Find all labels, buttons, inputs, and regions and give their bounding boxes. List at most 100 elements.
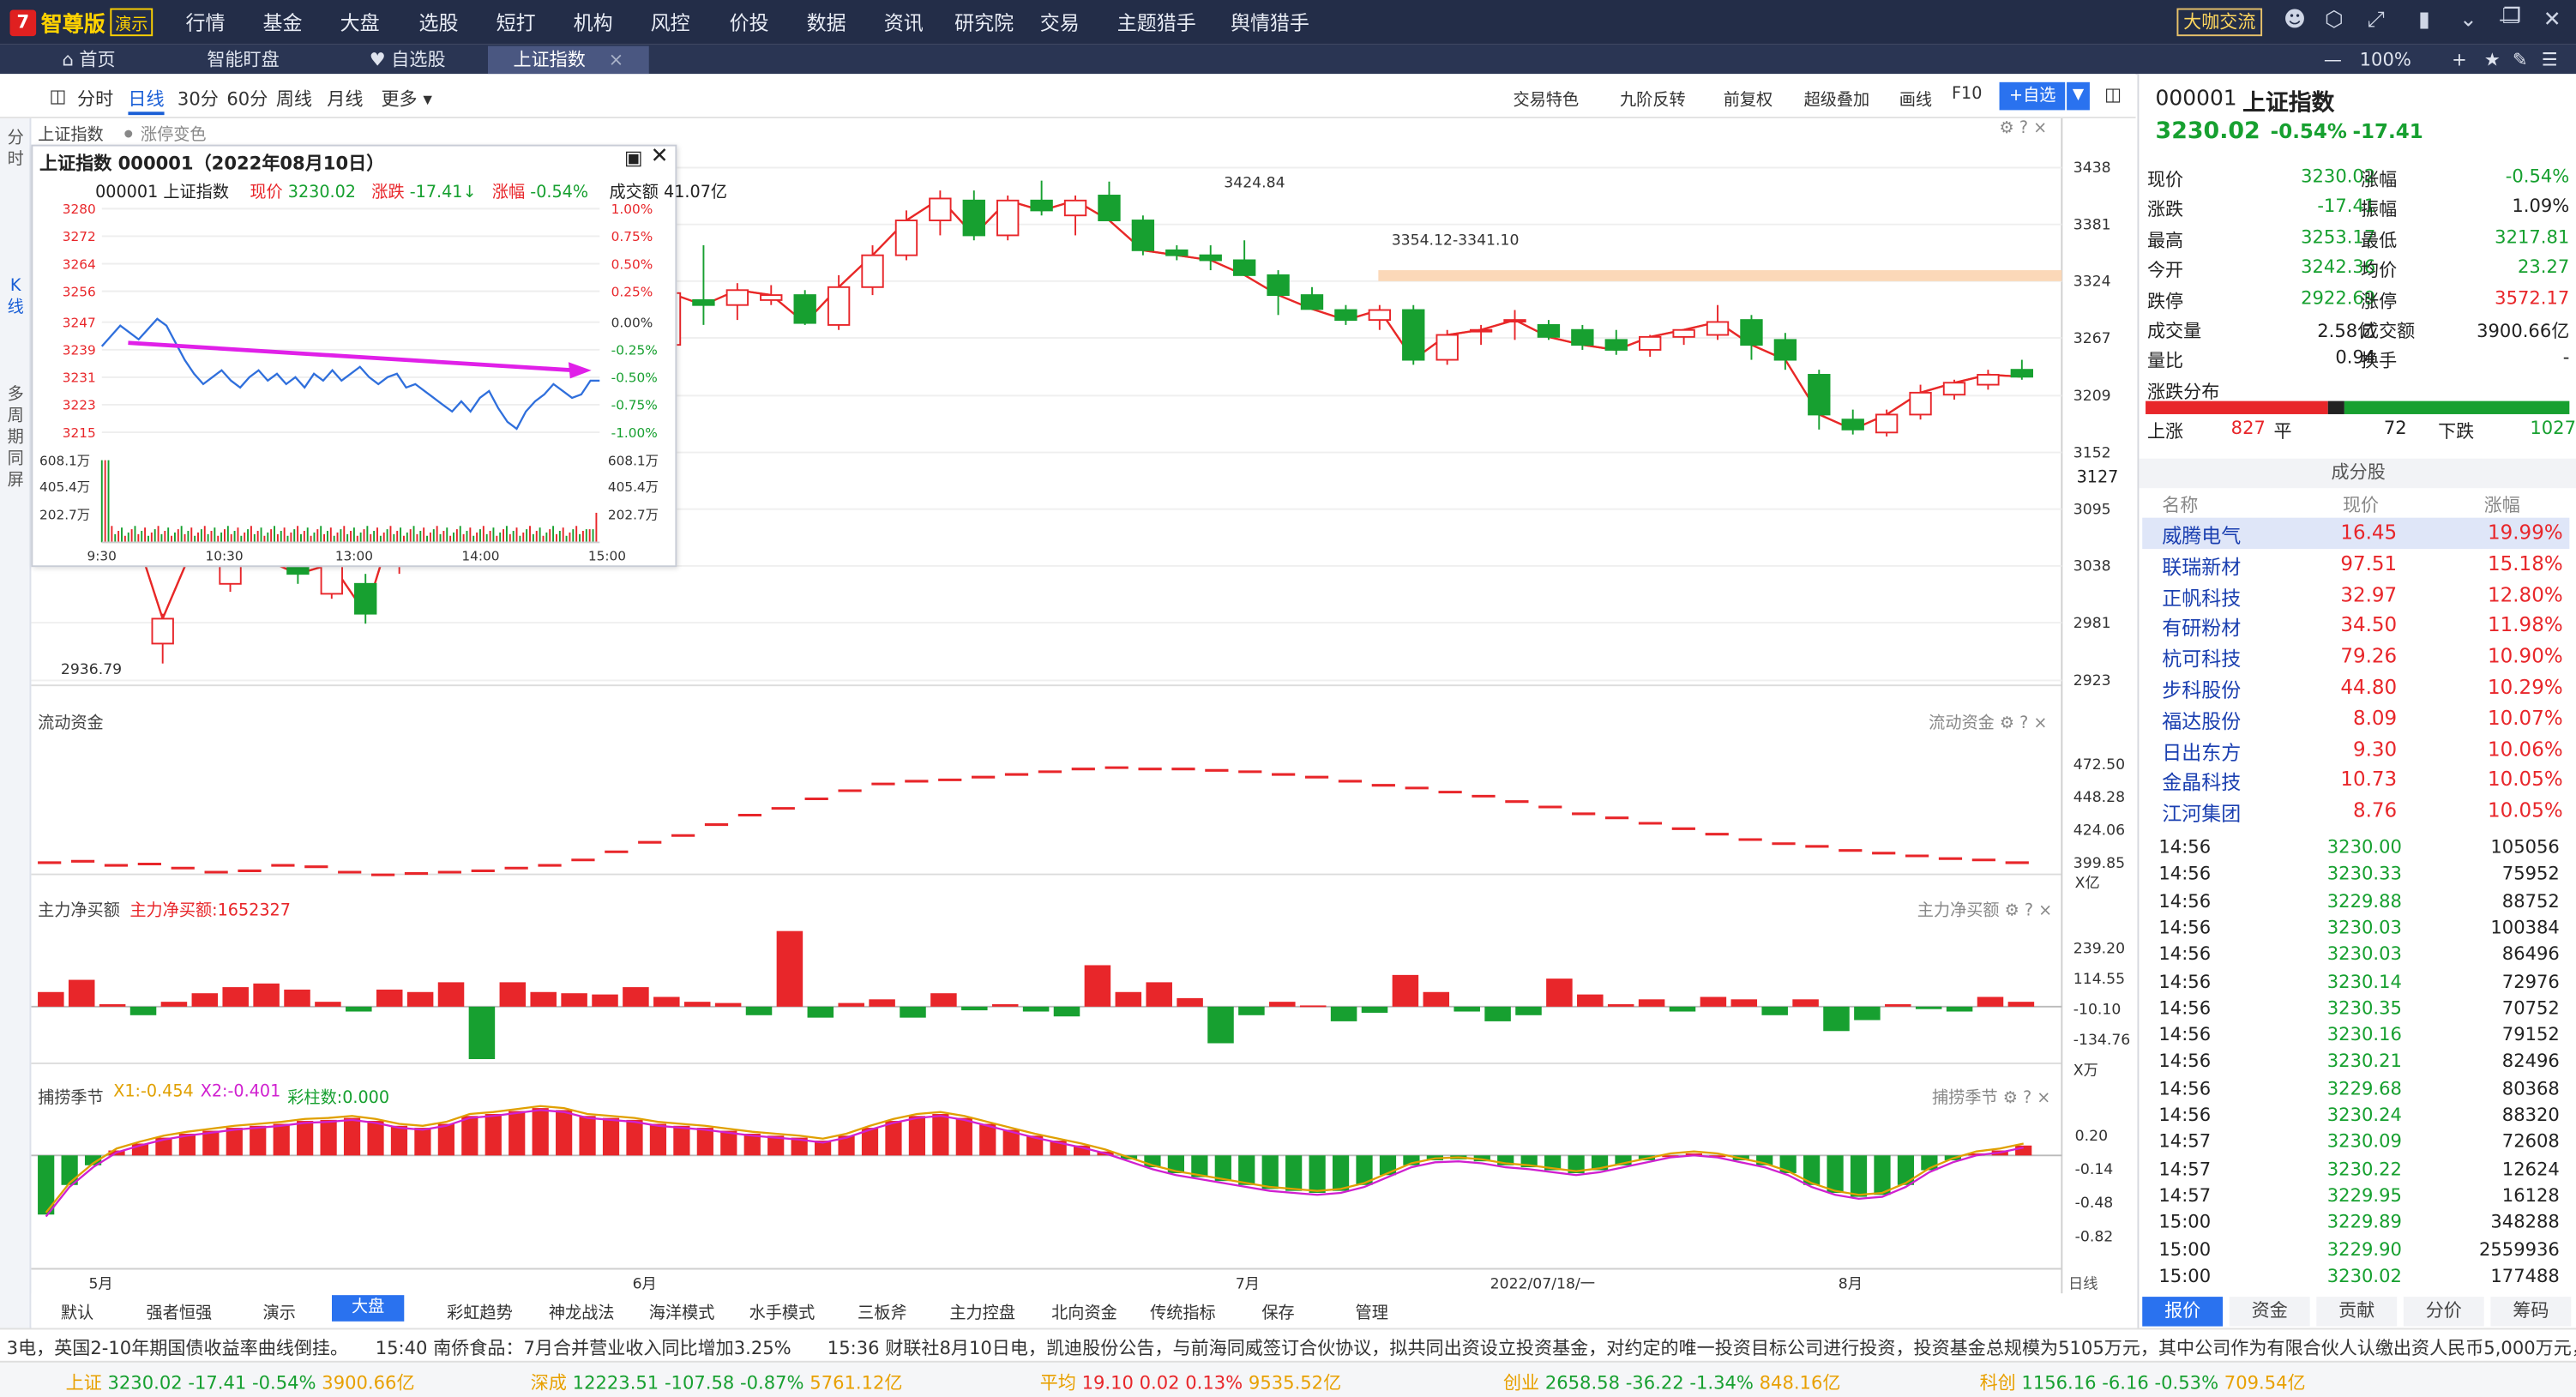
period-daily[interactable]: 日线 xyxy=(128,86,165,116)
add-favorite-button[interactable]: +自选 xyxy=(1999,81,2066,111)
status-index[interactable]: 深成 12223.51 -107.58 -0.87% 5761.12亿 xyxy=(531,1369,903,1395)
expert-exchange-button[interactable]: 大咖交流 xyxy=(2176,8,2263,37)
zoom-out-icon[interactable]: — xyxy=(2323,49,2343,71)
super-overlay-menu[interactable]: 超级叠加 xyxy=(1803,92,1870,111)
component-row[interactable]: 正帆科技 32.97 12.80% xyxy=(2142,580,2569,611)
rtab-chips[interactable]: 筹码 xyxy=(2490,1297,2572,1327)
pen-icon[interactable]: ✎ xyxy=(2513,49,2528,71)
indicator-tab-ocean[interactable]: 海洋模式 xyxy=(648,1304,715,1323)
indicator-tab-market[interactable]: 大盘 xyxy=(331,1295,405,1322)
component-row[interactable]: 江河集团 8.76 10.05% xyxy=(2142,796,2569,827)
period-more[interactable]: 更多 ▾ xyxy=(381,86,431,112)
skin-icon[interactable]: ▮ xyxy=(2418,8,2430,33)
tab-shanghai-index[interactable]: 上证指数 × xyxy=(487,45,649,75)
status-index[interactable]: 科创 1156.16 -6.16 -0.53% 709.54亿 xyxy=(1980,1369,2306,1395)
menu-item-研究院[interactable]: 研究院 xyxy=(954,11,1014,35)
indicator-tab-traditional[interactable]: 传统指标 xyxy=(1150,1304,1216,1323)
forward-adjust-menu[interactable]: 前复权 xyxy=(1723,92,1773,111)
indicator-tab-northbound[interactable]: 北向资金 xyxy=(1051,1304,1117,1323)
period-monthly[interactable]: 月线 xyxy=(327,88,364,111)
indicator-tab-control[interactable]: 主力控盘 xyxy=(949,1304,1015,1323)
shrink-icon[interactable]: ⤢ xyxy=(2367,8,2385,33)
menu-item-风控[interactable]: 风控 xyxy=(650,11,690,35)
news-ticker[interactable]: 3电，英国2-10年期国债收益率曲线倒挂。 15:40 南侨食品：7月合并营业收… xyxy=(0,1328,2576,1361)
menu-item-机构[interactable]: 机构 xyxy=(573,11,613,35)
indicator-tab-manage[interactable]: 管理 xyxy=(1355,1304,1388,1323)
sidebar-toggle-icon[interactable]: ◫ xyxy=(49,85,67,107)
intraday-popup[interactable]: 上证指数 000001（2022年08月10日） ▣ ✕ 000001 上证指数… xyxy=(31,144,727,568)
component-row[interactable]: 杭可科技 79.26 10.90% xyxy=(2142,641,2569,672)
indicator-tab-sailor[interactable]: 水手模式 xyxy=(749,1304,816,1323)
tick-row: 14:56 3230.35 70752 xyxy=(2139,996,2576,1022)
season-controls[interactable]: 捕捞季节 ⚙ ? × xyxy=(1932,1089,2051,1108)
menu-item-交易[interactable]: 交易 xyxy=(1039,11,1080,35)
component-row[interactable]: 有研粉材 34.50 11.98% xyxy=(2142,611,2569,641)
trading-feature-menu[interactable]: 交易特色 xyxy=(1513,92,1580,111)
component-row[interactable]: 威腾电气 16.45 19.99% xyxy=(2142,517,2570,549)
indicator-tab-strong[interactable]: 强者恒强 xyxy=(146,1304,213,1323)
menu-icon[interactable]: ☰ xyxy=(2541,49,2558,71)
indicator-tab-save[interactable]: 保存 xyxy=(1261,1304,1295,1323)
component-row[interactable]: 步科股份 44.80 10.29% xyxy=(2142,672,2569,703)
user-icon[interactable]: ☻ xyxy=(2283,8,2306,33)
popup-close-icon[interactable]: ✕ xyxy=(650,144,669,170)
limit-color-toggle[interactable]: ⚫ 涨停变色 xyxy=(122,120,207,145)
mainflow-bar xyxy=(499,982,527,1007)
menu-item-价投[interactable]: 价投 xyxy=(729,11,769,35)
nine-reversal-toggle[interactable]: 九阶反转 xyxy=(1619,92,1686,111)
period-weekly[interactable]: 周线 xyxy=(275,88,313,111)
rtab-funds[interactable]: 资金 xyxy=(2229,1297,2310,1327)
menu-item-大盘[interactable]: 大盘 xyxy=(340,11,380,35)
indicator-tab-demo[interactable]: 演示 xyxy=(262,1304,296,1323)
tab-smart-watch[interactable]: 智能盯盘 xyxy=(194,46,292,75)
indicator-tab-rainbow[interactable]: 彩虹趋势 xyxy=(447,1304,513,1323)
popup-minimize-icon[interactable]: ▣ xyxy=(624,146,643,170)
rtab-price-dist[interactable]: 分价 xyxy=(2403,1297,2484,1327)
star-icon[interactable]: ★ xyxy=(2483,49,2501,71)
component-row[interactable]: 福达股份 8.09 10.07% xyxy=(2142,703,2569,734)
nav-intraday[interactable]: 分时 xyxy=(7,129,24,170)
add-favorite-dropdown-icon[interactable]: ▼ xyxy=(2067,81,2090,111)
component-row[interactable]: 金晶科技 10.73 10.05% xyxy=(2142,765,2569,796)
flow-controls[interactable]: 流动资金 ⚙ ? × xyxy=(1929,714,2048,733)
chart-canvas[interactable]: 3438 3381 3324 3267 3209 3152 3095 3038 2981 2923… xyxy=(31,117,2136,1331)
minimize-icon[interactable]: — xyxy=(2498,8,2520,33)
f10-button[interactable]: F10 xyxy=(1951,85,1983,104)
indicator-tab-default[interactable]: 默认 xyxy=(60,1304,94,1323)
period-60min[interactable]: 60分 xyxy=(226,88,268,111)
chevron-down-icon[interactable]: ⌄ xyxy=(2459,8,2477,33)
status-index[interactable]: 平均 19.10 0.02 0.13% 9535.52亿 xyxy=(1040,1369,1341,1395)
tab-close-icon[interactable]: × xyxy=(608,49,624,71)
tab-home[interactable]: ⌂ 首页 xyxy=(49,46,128,75)
component-row[interactable]: 联瑞新材 97.51 15.18% xyxy=(2142,549,2569,580)
rtab-quote[interactable]: 报价 xyxy=(2142,1297,2224,1327)
nav-kline[interactable]: K线 xyxy=(7,277,24,317)
menu-item-基金[interactable]: 基金 xyxy=(262,11,303,35)
menu-item-主题猎手[interactable]: 主题猎手 xyxy=(1116,11,1196,35)
zoom-in-icon[interactable]: + xyxy=(2452,49,2467,71)
mainflow-controls[interactable]: 主力净买额 ⚙ ? × xyxy=(1917,902,2053,921)
indicator-tab-dragon[interactable]: 神龙战法 xyxy=(548,1304,615,1323)
menu-item-数据[interactable]: 数据 xyxy=(806,11,846,35)
nav-multi-period[interactable]: 多周期同屏 xyxy=(7,386,24,491)
tab-favorites[interactable]: ♥ 自选股 xyxy=(358,46,457,75)
hexagon-settings-icon[interactable]: ⬡ xyxy=(2324,8,2344,33)
rtab-contribution[interactable]: 贡献 xyxy=(2316,1297,2398,1327)
menu-item-资讯[interactable]: 资讯 xyxy=(883,11,924,35)
season-bar xyxy=(1850,1155,1868,1197)
status-index[interactable]: 上证 3230.02 -17.41 -0.54% 3900.66亿 xyxy=(66,1369,415,1395)
period-30min[interactable]: 30分 xyxy=(177,88,219,111)
period-intraday[interactable]: 分时 xyxy=(77,88,114,111)
close-icon[interactable]: ✕ xyxy=(2543,8,2561,33)
draw-line-button[interactable]: 画线 xyxy=(1899,92,1933,111)
indicator-tab-three-axes[interactable]: 三板斧 xyxy=(858,1304,907,1323)
menu-item-选股[interactable]: 选股 xyxy=(418,11,459,35)
component-row[interactable]: 日出东方 9.30 10.06% xyxy=(2142,734,2569,765)
menu-item-舆情猎手[interactable]: 舆情猎手 xyxy=(1230,11,1309,35)
menu-item-行情[interactable]: 行情 xyxy=(185,11,226,35)
restore-icon[interactable]: ❐ xyxy=(2501,4,2522,30)
menu-item-短打[interactable]: 短打 xyxy=(496,11,536,35)
panel-toggle-icon[interactable]: ◫ xyxy=(2104,83,2122,105)
kline-settings-icon[interactable]: ⚙ ? × xyxy=(1999,119,2048,138)
status-index[interactable]: 创业 2658.58 -36.22 -1.34% 848.16亿 xyxy=(1503,1369,1840,1395)
